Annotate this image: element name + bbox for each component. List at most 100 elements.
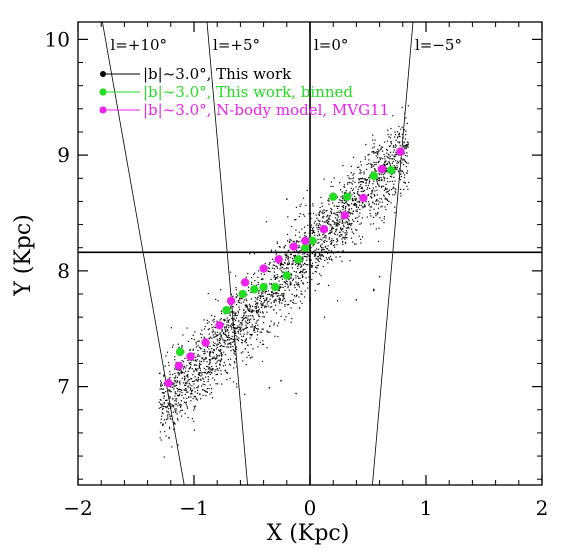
star-point [394, 136, 396, 138]
star-point [168, 389, 170, 391]
star-point [330, 243, 332, 245]
star-point [195, 341, 197, 343]
star-point [316, 258, 318, 260]
star-point [407, 162, 409, 164]
star-point [354, 199, 356, 201]
star-point [344, 232, 346, 234]
star-point [302, 253, 304, 255]
star-point [230, 344, 232, 346]
star-point [327, 198, 330, 200]
star-point [189, 363, 191, 365]
star-point [251, 305, 254, 307]
star-point [224, 331, 227, 333]
star-point [380, 157, 382, 159]
star-point [191, 385, 193, 387]
star-point [230, 307, 232, 310]
star-point [350, 212, 352, 214]
star-point [390, 202, 392, 204]
star-point [384, 163, 386, 165]
star-point [183, 401, 186, 403]
star-point [290, 253, 293, 256]
star-point [318, 213, 320, 215]
star-point [233, 318, 235, 320]
star-point [342, 231, 344, 233]
star-point [400, 188, 402, 191]
star-point [378, 227, 380, 229]
star-point [167, 408, 170, 410]
star-point [365, 184, 367, 187]
star-point [185, 381, 187, 383]
star-point [211, 358, 213, 360]
star-point [276, 277, 278, 279]
star-point [189, 348, 191, 351]
star-point [373, 143, 375, 145]
star-point [308, 259, 311, 261]
star-point [355, 199, 357, 201]
star-point [302, 268, 304, 270]
star-point [371, 151, 373, 153]
star-point [185, 388, 187, 390]
star-point [297, 282, 299, 284]
star-point [190, 363, 192, 366]
star-point [171, 346, 174, 348]
star-point [335, 225, 337, 227]
star-point [299, 236, 301, 238]
star-point [257, 270, 260, 272]
star-point [382, 158, 384, 160]
star-point [386, 162, 389, 165]
star-point [348, 220, 350, 222]
star-point [356, 217, 358, 219]
star-point [276, 252, 278, 254]
star-point [177, 381, 179, 383]
star-point [261, 328, 263, 330]
star-point [184, 393, 187, 396]
star-point [165, 390, 167, 393]
star-point [234, 319, 237, 321]
star-point [337, 222, 339, 224]
star-point [206, 365, 208, 368]
star-point [224, 326, 226, 328]
star-point [187, 381, 189, 383]
star-point [325, 257, 327, 259]
star-point [362, 181, 364, 183]
star-point [265, 299, 267, 301]
star-point [358, 235, 360, 237]
star-point [333, 246, 336, 248]
star-point [194, 364, 196, 367]
star-point [331, 229, 333, 231]
star-point [383, 141, 386, 143]
star-point [313, 231, 315, 234]
star-point [193, 338, 195, 341]
star-point [316, 267, 318, 269]
star-point [388, 157, 390, 159]
star-point [359, 208, 361, 211]
star-point [397, 170, 400, 172]
star-point [366, 216, 368, 218]
star-point [295, 295, 297, 298]
star-point [249, 357, 252, 359]
star-point [318, 226, 320, 229]
model-point [319, 224, 329, 234]
star-point [379, 179, 381, 182]
star-point [282, 299, 284, 302]
star-point [308, 232, 310, 234]
star-point [284, 282, 287, 284]
star-point [186, 327, 188, 329]
star-point [336, 219, 338, 221]
star-point [295, 392, 297, 395]
star-point [209, 360, 211, 362]
star-point [226, 330, 228, 332]
star-point [301, 256, 304, 258]
star-point [190, 388, 192, 390]
star-point [350, 224, 352, 227]
star-point [385, 160, 387, 162]
star-point [167, 362, 170, 364]
star-point [395, 151, 397, 153]
sightline-3 [372, 22, 414, 485]
star-point [199, 362, 201, 364]
star-point [341, 218, 343, 220]
star-point [167, 394, 169, 396]
star-point [345, 242, 347, 244]
star-point [355, 197, 357, 200]
